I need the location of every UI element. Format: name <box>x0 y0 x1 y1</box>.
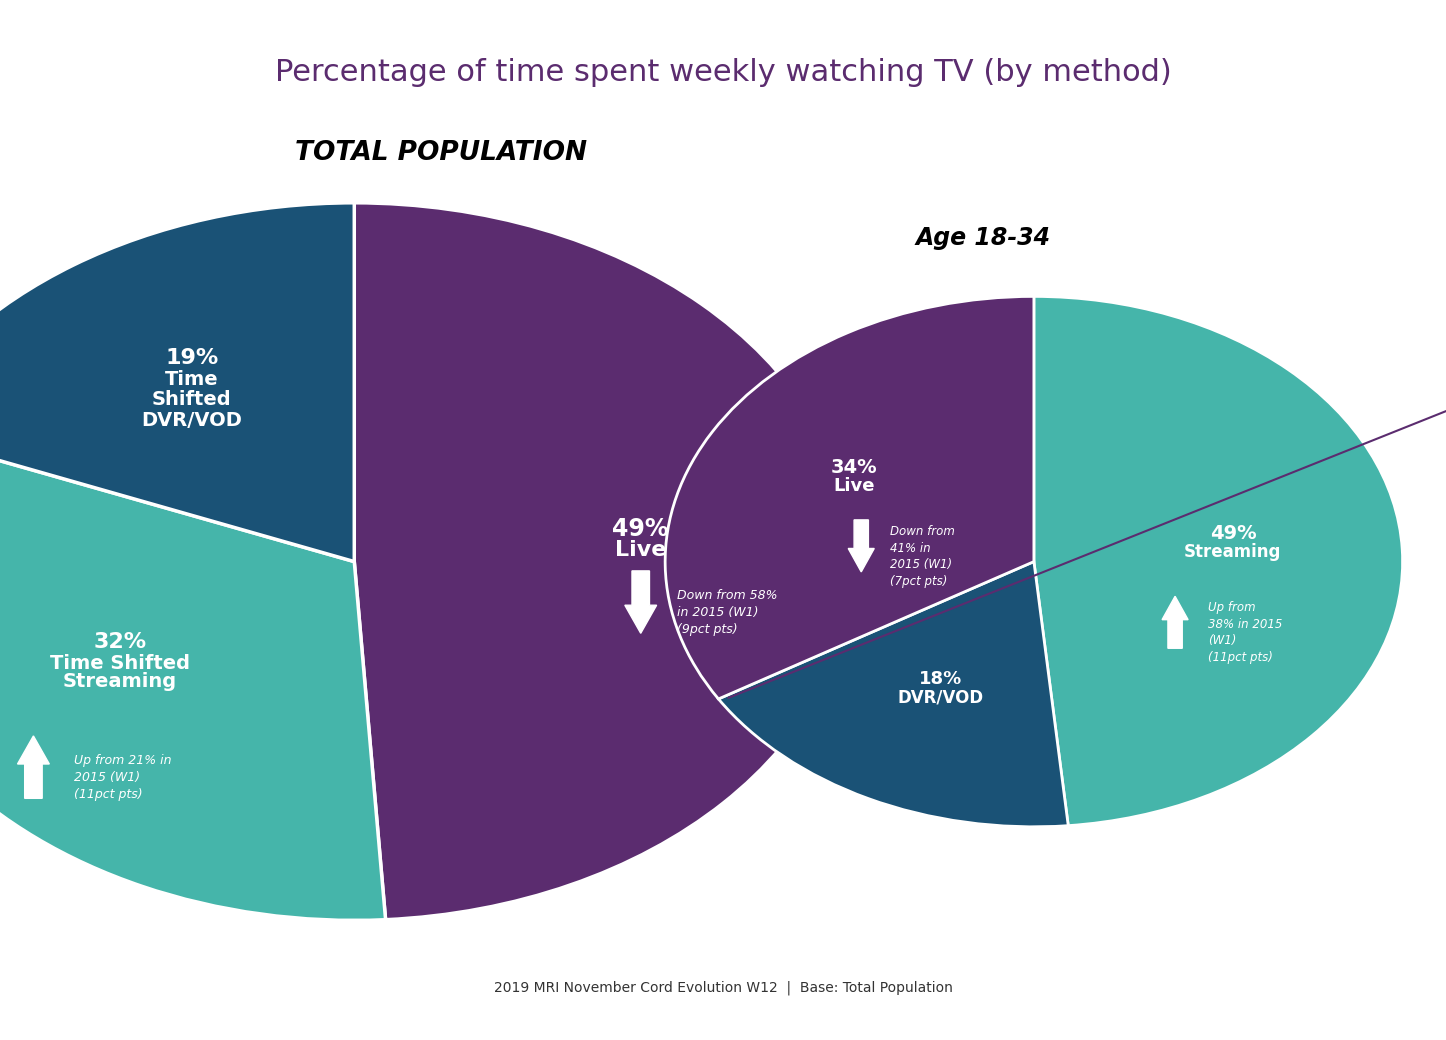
Text: Down from 58%
in 2015 (W1)
(9pct pts): Down from 58% in 2015 (W1) (9pct pts) <box>677 589 778 636</box>
Text: 34%: 34% <box>830 459 878 477</box>
Text: TOTAL POPULATION: TOTAL POPULATION <box>295 140 587 166</box>
Text: Percentage of time spent weekly watching TV (by method): Percentage of time spent weekly watching… <box>275 58 1171 87</box>
Text: Shifted: Shifted <box>152 390 231 410</box>
Text: 49%: 49% <box>1210 524 1257 543</box>
Text: 19%: 19% <box>165 348 218 368</box>
Text: Time: Time <box>165 369 218 389</box>
Text: 49%: 49% <box>613 517 669 541</box>
Text: Age 18-34: Age 18-34 <box>915 226 1051 250</box>
Wedge shape <box>719 562 1069 827</box>
Text: DVR/VOD: DVR/VOD <box>142 411 241 431</box>
Text: Up from 21% in
2015 (W1)
(11pct pts): Up from 21% in 2015 (W1) (11pct pts) <box>74 754 172 801</box>
Polygon shape <box>849 520 875 572</box>
Text: Down from
41% in
2015 (W1)
(7pct pts): Down from 41% in 2015 (W1) (7pct pts) <box>891 525 954 588</box>
Wedge shape <box>0 203 354 562</box>
Text: Streaming: Streaming <box>64 672 178 692</box>
Text: Up from
38% in 2015
(W1)
(11pct pts): Up from 38% in 2015 (W1) (11pct pts) <box>1209 601 1283 664</box>
Text: 18%: 18% <box>920 670 963 687</box>
Wedge shape <box>354 203 853 919</box>
Wedge shape <box>0 430 386 920</box>
Wedge shape <box>665 296 1034 699</box>
Wedge shape <box>1034 296 1403 826</box>
Text: Live: Live <box>615 540 667 561</box>
Polygon shape <box>1163 596 1189 648</box>
Text: Time Shifted: Time Shifted <box>51 653 191 673</box>
Polygon shape <box>17 736 49 799</box>
Text: 2019 MRI November Cord Evolution W12  |  Base: Total Population: 2019 MRI November Cord Evolution W12 | B… <box>493 981 953 995</box>
Text: Streaming: Streaming <box>1184 543 1281 561</box>
Text: Live: Live <box>833 476 875 495</box>
Text: 32%: 32% <box>94 632 146 652</box>
Text: DVR/VOD: DVR/VOD <box>898 688 985 706</box>
Polygon shape <box>625 571 656 633</box>
